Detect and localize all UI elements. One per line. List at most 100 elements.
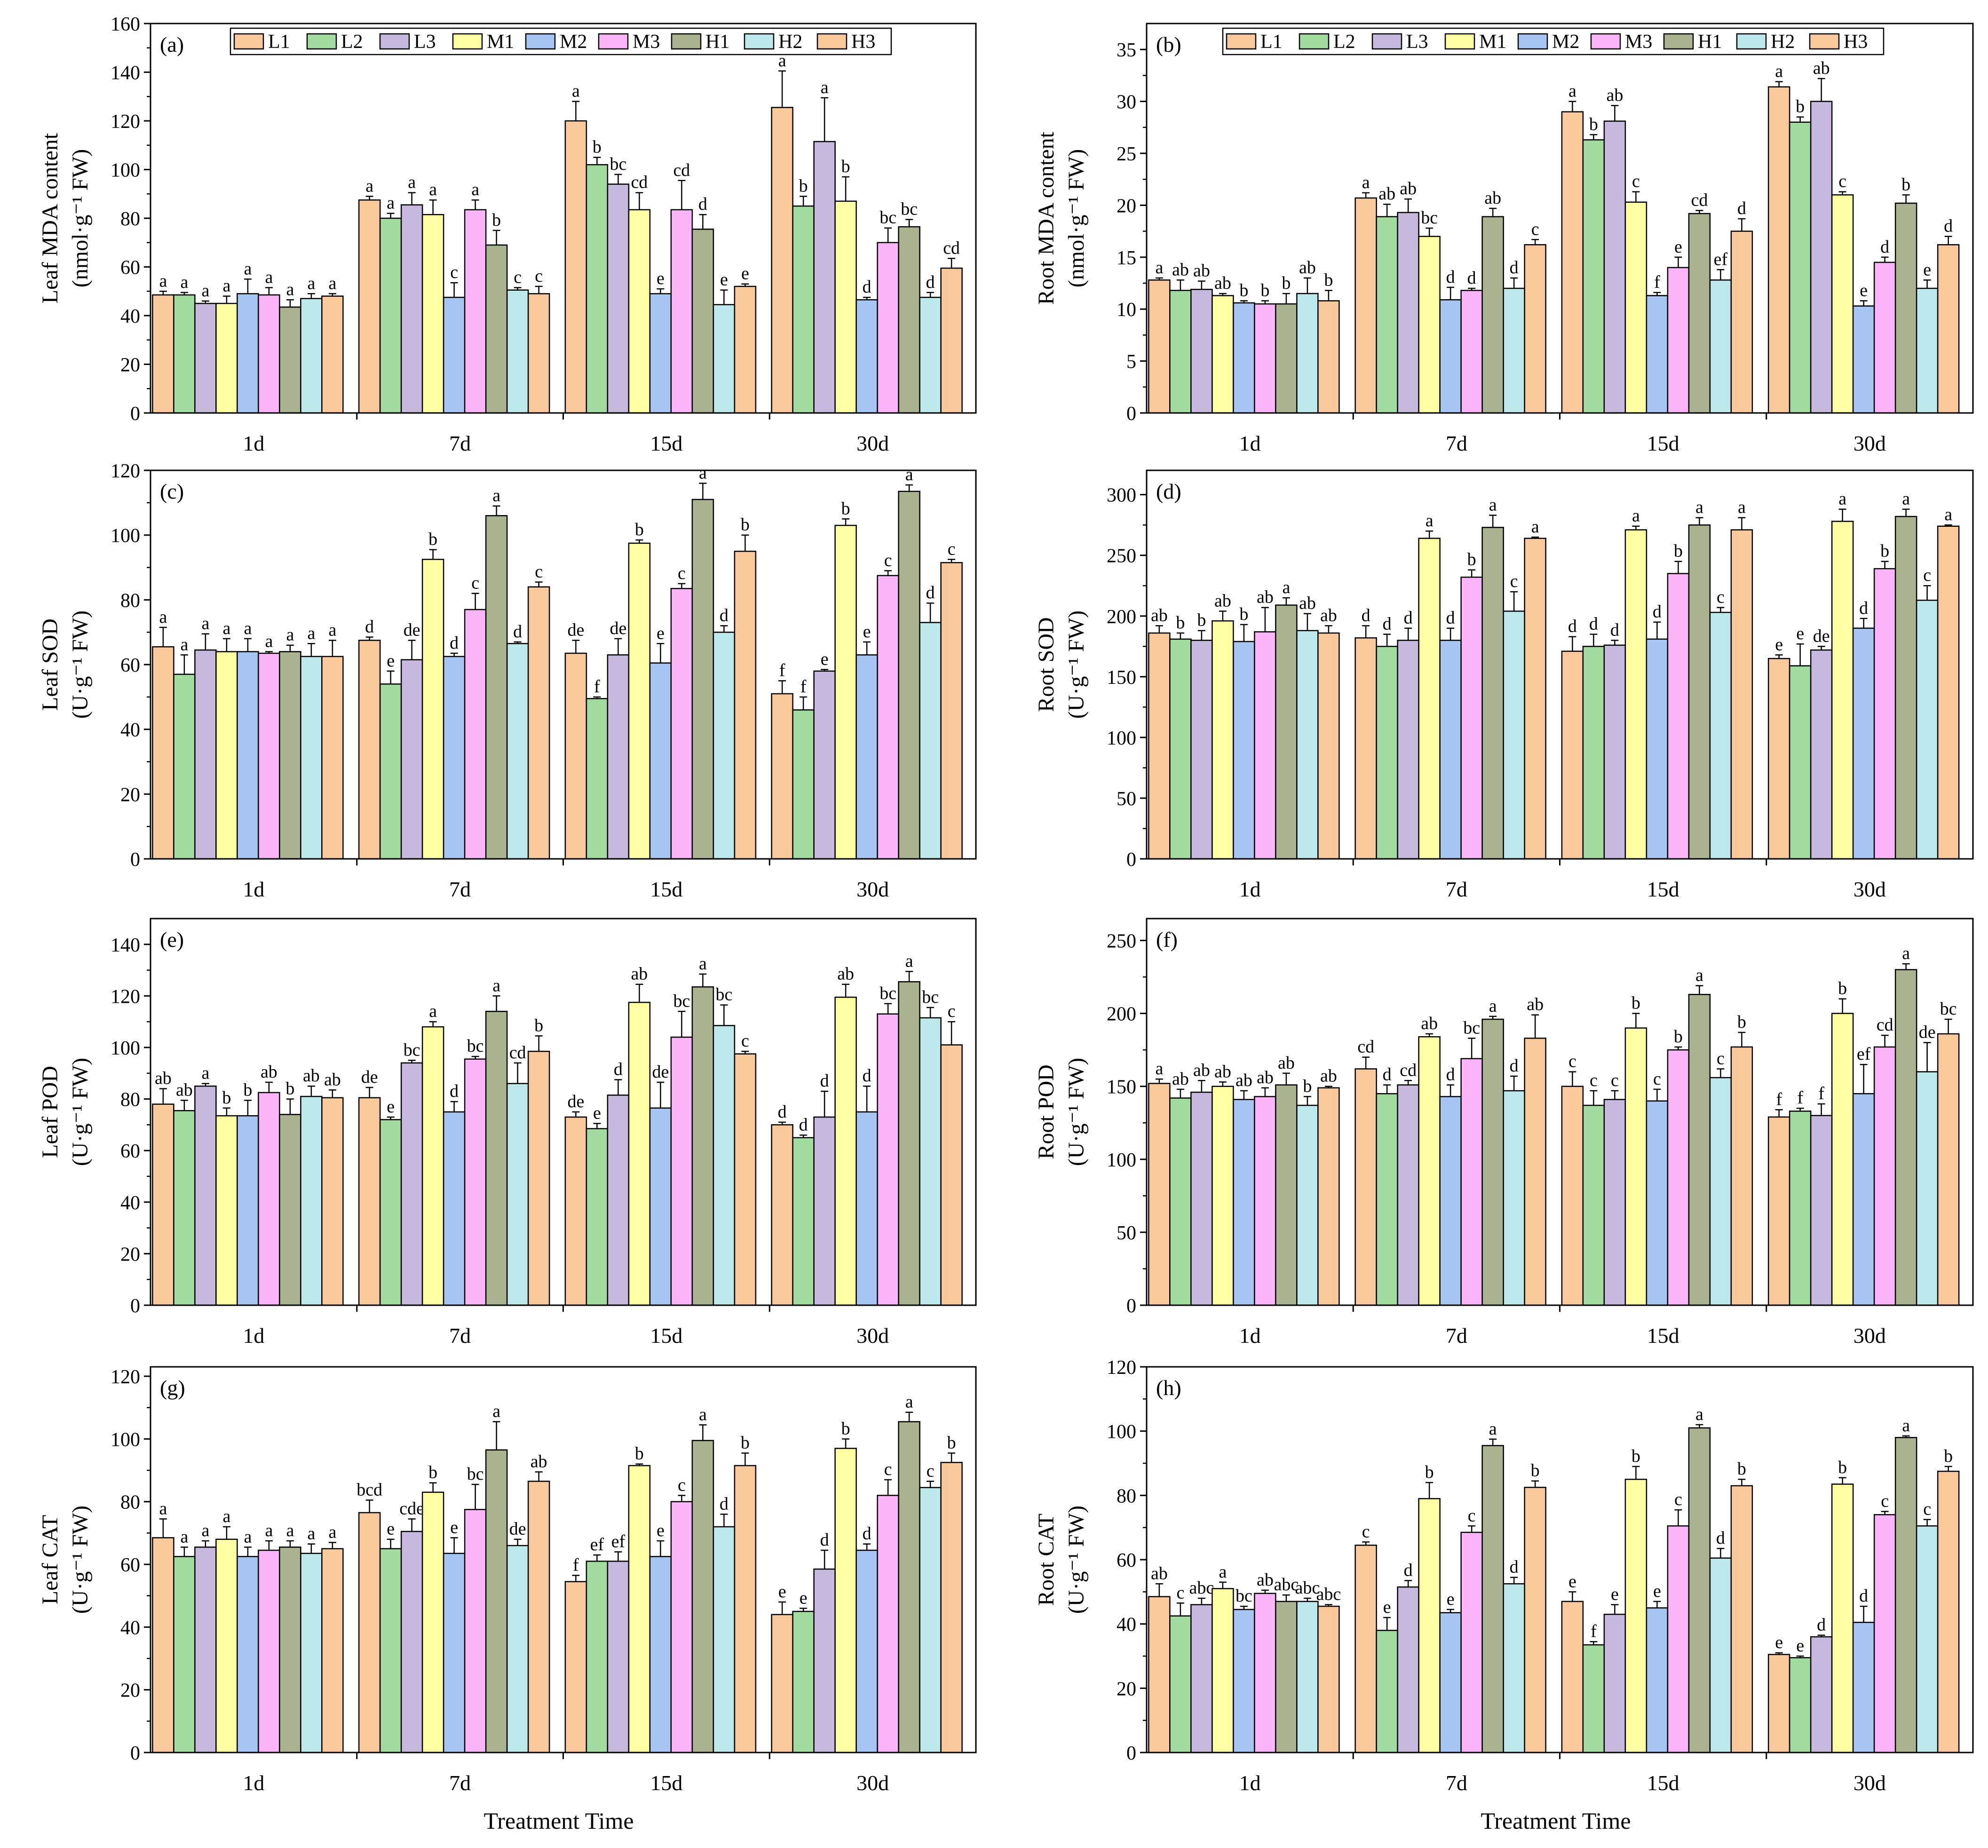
sig-letter-c-H1-7d: a [492, 486, 500, 506]
bar-a-M1-30d [834, 200, 857, 414]
bar-e-L3-30d [813, 1116, 836, 1306]
bar-f-L1-1d [1148, 1083, 1171, 1306]
sig-letter-b-H1-1d: b [1282, 273, 1291, 293]
sig-letter-b-M2-1d: b [1239, 281, 1248, 301]
x-tick-label-d-15d: 15d [1647, 877, 1679, 901]
sig-letter-e-H2-1d: ab [303, 1066, 320, 1086]
y-tick-label-f: 0 [1126, 1295, 1136, 1317]
sig-letter-h-H3-7d: b [1531, 1461, 1540, 1481]
sig-letter-d-M3-30d: b [1880, 541, 1889, 561]
x-tick-label-b-1d: 1d [1239, 431, 1261, 455]
bar-e-L1-1d [152, 1103, 174, 1306]
y-tick-label-c: 0 [130, 849, 140, 871]
bar-g-H2-30d [919, 1487, 942, 1753]
sig-letter-e-H2-30d: bc [922, 987, 939, 1007]
sig-letter-f-L1-7d: cd [1357, 1037, 1374, 1057]
sig-letter-h-M3-30d: c [1881, 1491, 1889, 1511]
x-tick-label-b-30d: 30d [1853, 431, 1886, 455]
sig-letter-h-H1-15d: a [1695, 1404, 1703, 1424]
sig-letter-h-H2-7d: d [1510, 1557, 1519, 1577]
sig-letter-f-H1-7d: a [1489, 996, 1497, 1016]
bar-b-L1-7d [1354, 197, 1377, 414]
bar-d-H3-7d [1524, 538, 1546, 860]
bar-c-M1-7d [421, 559, 444, 860]
bar-d-L1-7d [1354, 637, 1377, 860]
sig-letter-f-M2-15d: c [1653, 1069, 1661, 1089]
sig-letter-b-M3-1d: b [1260, 281, 1269, 301]
bar-a-M1-7d [421, 214, 444, 414]
sig-letter-a-M2-30d: d [863, 277, 871, 297]
bar-e-L3-15d [607, 1095, 630, 1306]
sig-letter-e-H1-1d: b [285, 1079, 294, 1099]
sig-letter-h-M3-15d: c [1674, 1490, 1682, 1509]
bar-f-L1-30d [1767, 1116, 1790, 1306]
bar-e-L3-7d [400, 1062, 423, 1306]
sig-letter-f-L3-7d: cd [1400, 1060, 1417, 1080]
y-tick-label-d: 50 [1117, 788, 1136, 810]
sig-letter-b-H3-7d: c [1531, 219, 1539, 239]
sig-letter-a-H1-1d: a [286, 279, 294, 299]
bar-a-H2-1d [300, 298, 323, 414]
bar-f-L3-15d [1603, 1099, 1626, 1306]
bar-c-H3-30d [940, 562, 963, 860]
bar-a-H2-15d [713, 304, 736, 414]
y-tick-label-a: 60 [120, 257, 140, 279]
y-tick-label-f: 50 [1117, 1222, 1136, 1244]
y-axis-title-h: Root CAT [1034, 1514, 1059, 1606]
sig-letter-g-M1-7d: b [428, 1463, 437, 1483]
sig-letter-a-M1-7d: a [429, 180, 437, 199]
bar-e-L2-7d [379, 1119, 402, 1306]
y-tick-label-a: 20 [120, 355, 140, 376]
bar-b-H1-7d [1481, 216, 1504, 414]
sig-letter-a-H2-1d: a [307, 273, 315, 293]
bar-g-H2-15d [713, 1526, 736, 1753]
sig-letter-e-H3-1d: ab [324, 1070, 341, 1089]
bar-g-L2-7d [379, 1548, 402, 1753]
sig-letter-d-M1-30d: a [1838, 489, 1846, 509]
sig-letter-b-L3-7d: ab [1400, 179, 1417, 198]
bar-g-H3-30d [940, 1462, 963, 1753]
x-tick-label-e-7d: 7d [449, 1324, 471, 1348]
bar-h-L3-15d [1603, 1613, 1626, 1753]
bar-f-M2-1d [1233, 1099, 1255, 1306]
sig-letter-b-L1-30d: a [1775, 62, 1783, 81]
legend-label-L1: L1 [1260, 31, 1283, 53]
sig-letter-h-L2-15d: f [1591, 1621, 1597, 1641]
legend-swatch-M2 [1517, 33, 1548, 50]
sig-letter-b-M3-30d: d [1880, 237, 1889, 257]
bar-c-M3-30d [877, 575, 899, 860]
sig-letter-d-H1-15d: a [1695, 498, 1703, 517]
sig-letter-a-H3-30d: cd [943, 238, 960, 258]
sig-letter-h-M3-1d: ab [1257, 1570, 1274, 1590]
bar-f-H2-7d [1503, 1090, 1525, 1306]
sig-letter-a-H3-15d: e [741, 264, 749, 284]
bar-e-M2-1d [237, 1115, 259, 1306]
sig-letter-e-L3-1d: a [201, 1063, 209, 1083]
sig-letter-d-H3-15d: a [1738, 498, 1746, 517]
sig-letter-e-H1-15d: a [699, 954, 707, 974]
y-tick-label-d: 0 [1126, 849, 1136, 871]
bar-b-M1-1d [1212, 295, 1234, 414]
y-tick-label-a: 160 [111, 14, 140, 35]
sig-letter-g-L1-15d: f [573, 1555, 579, 1575]
bar-b-L2-7d [1376, 216, 1398, 414]
sig-letter-d-L3-1d: b [1197, 611, 1206, 630]
sig-letter-b-M1-1d: ab [1214, 273, 1231, 293]
sig-letter-c-L2-15d: f [594, 677, 600, 697]
y-axis-unit-c: (U·g⁻¹ FW) [68, 611, 93, 719]
sig-letter-d-M2-15d: d [1653, 602, 1662, 622]
sig-letter-h-L3-7d: d [1404, 1560, 1413, 1580]
bar-d-M2-1d [1233, 641, 1255, 860]
bar-h-L2-15d [1582, 1644, 1605, 1753]
sig-letter-d-M3-7d: b [1467, 550, 1476, 570]
bar-h-L3-7d [1397, 1586, 1419, 1753]
sig-letter-h-M1-30d: b [1838, 1458, 1847, 1477]
sig-letter-f-L1-1d: a [1155, 1059, 1163, 1079]
sig-letter-a-H2-7d: c [514, 267, 522, 287]
sig-letter-h-L3-30d: d [1817, 1615, 1826, 1635]
panel-label-g: (g) [160, 1376, 185, 1400]
x-tick-label-g-7d: 7d [449, 1771, 471, 1795]
y-tick-label-a: 120 [111, 111, 140, 133]
bar-g-L2-15d [586, 1561, 609, 1753]
legend-box-a [230, 27, 892, 56]
